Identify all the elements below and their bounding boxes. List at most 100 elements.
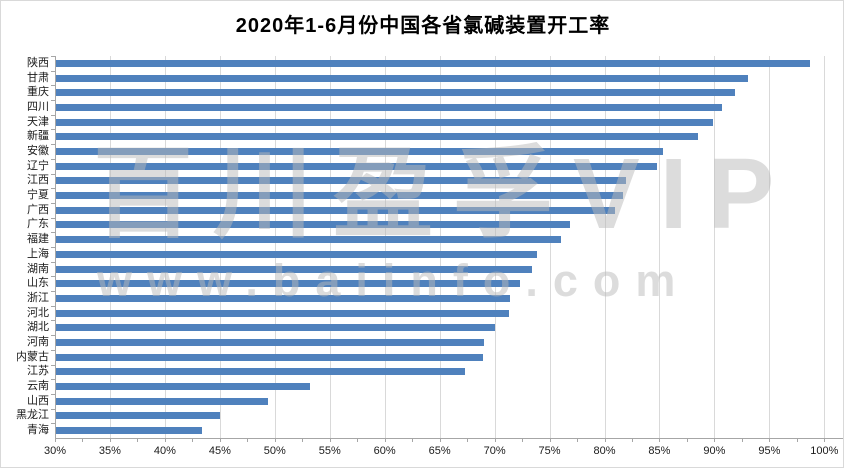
x-axis-tick [329,438,331,442]
x-axis-tick [384,438,386,442]
y-axis-label: 浙江 [27,291,49,304]
bar-广西 [55,206,616,214]
x-axis-label: 70% [483,445,506,457]
bar-甘肃 [55,74,749,82]
gridline [164,56,166,438]
y-axis-label: 云南 [27,380,49,393]
y-axis-label: 陕西 [27,56,49,69]
y-axis-tick [51,247,55,248]
y-axis-tick [51,335,55,337]
y-axis-label: 山东 [27,277,49,290]
x-axis-tick [741,438,743,442]
x-axis-label: 40% [153,445,176,457]
bar-江西 [55,177,627,185]
y-axis-label: 四川 [27,100,49,113]
bar-四川 [55,103,723,111]
gridline [549,56,551,438]
y-axis-tick [51,144,55,146]
y-axis-tick [51,232,55,234]
bar-山西 [55,397,269,405]
gridline [769,56,771,438]
y-axis-label: 福建 [27,233,49,246]
bar-重庆 [55,89,736,97]
bar-上海 [55,250,538,258]
chart-title: 2020年1-6月份中国各省氯碱装置开工率 [235,15,611,37]
y-axis-label: 黑龙江 [16,409,49,422]
y-axis-label: 辽宁 [27,159,49,172]
y-axis-tick [51,349,55,351]
bar-山东 [55,280,520,288]
gridline [274,56,276,438]
y-axis-tick [51,423,55,425]
y-axis-label: 宁夏 [27,189,49,202]
bar-新疆 [55,133,698,141]
x-axis-tick [412,438,414,442]
y-axis-tick [51,393,55,395]
x-axis-tick [769,438,771,442]
x-axis-tick [219,438,221,442]
x-axis-tick [494,438,496,442]
y-axis-tick [51,70,55,72]
gridline [384,56,386,438]
y-axis-tick [51,320,55,322]
bar-云南 [55,383,310,391]
x-axis-tick [274,438,276,442]
bar-湖北 [55,324,495,332]
y-axis-tick [51,364,55,366]
y-axis-label: 天津 [27,115,49,128]
x-axis-tick [577,438,579,442]
x-axis-tick [604,438,606,442]
y-axis-tick [51,85,55,87]
x-axis-label: 80% [593,445,616,457]
x-axis-tick [192,438,194,442]
bar-浙江 [55,294,510,302]
bar-河南 [55,339,484,346]
x-axis-tick [109,438,111,442]
y-axis-line [55,56,56,438]
y-axis-tick [51,261,55,263]
y-axis-label: 湖南 [27,262,49,275]
y-axis-label: 上海 [27,247,49,260]
y-axis-tick [51,129,55,131]
bar-青海 [55,427,203,435]
gridline [439,56,441,438]
bar-福建 [55,236,561,244]
bar-黑龙江 [55,412,220,420]
bar-辽宁 [55,162,658,170]
bar-天津 [55,118,714,126]
x-axis-label: 30% [43,445,67,457]
x-axis-tick [824,438,826,442]
y-axis-label: 江苏 [27,365,49,378]
y-axis-tick [51,158,55,160]
gridline [659,56,661,438]
plot-area [55,56,843,438]
x-axis-label: 85% [648,445,671,457]
gridline [604,56,606,438]
y-axis-label: 广西 [27,203,49,216]
y-axis-label: 甘肃 [27,71,49,84]
x-axis-label: 75% [538,445,561,457]
x-axis-tick [631,438,633,442]
y-axis-tick [51,291,55,293]
bar-广东 [55,221,571,229]
x-axis-tick [796,438,798,442]
y-axis-label: 安徽 [27,145,49,157]
x-axis-tick [549,438,551,442]
y-axis-label: 广东 [27,218,49,231]
x-axis-tick [247,438,249,442]
y-axis-tick [51,305,55,307]
x-axis-label: 95% [758,445,781,457]
x-axis-tick [164,438,166,442]
y-axis-label: 内蒙古 [16,350,49,363]
y-axis-tick [51,276,55,278]
x-axis-tick [137,438,139,442]
x-axis-tick [439,438,441,442]
gridline [109,56,111,438]
y-axis-label: 新疆 [27,130,49,143]
x-axis-label: 55% [318,445,341,457]
y-axis-label: 湖北 [27,321,49,334]
x-axis-label: 100% [810,445,839,457]
bar-陕西 [55,59,810,67]
bar-宁夏 [55,192,624,200]
